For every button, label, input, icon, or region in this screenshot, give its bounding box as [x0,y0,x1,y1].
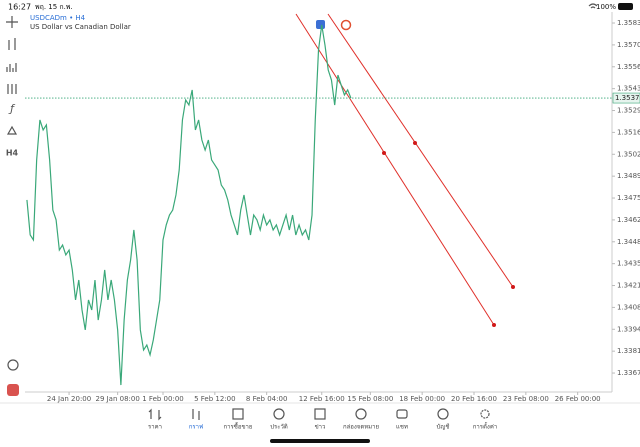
status-date: พฤ. 15 ก.พ. [35,3,73,11]
battery-text: 100% [596,3,616,11]
y-tick-label: 1.34350 [617,260,640,268]
tab-icon[interactable] [355,408,367,420]
tab-icon[interactable] [232,408,244,420]
chart-title: USDCADm • H4 [30,14,86,22]
event-icon[interactable] [340,19,352,31]
trend-handle[interactable] [492,323,496,327]
x-tick-label: 23 Feb 08:00 [503,395,549,403]
tab-icon[interactable] [396,409,408,419]
status-time: 16:27 [8,3,31,12]
y-tick-label: 1.35430 [617,85,640,93]
y-tick-label: 1.34890 [617,172,640,180]
y-tick-label: 1.35160 [617,128,640,136]
y-tick-label: 1.33945 [617,325,640,333]
wifi-icon [588,3,598,9]
x-tick-label: 24 Jan 20:00 [47,395,91,403]
tab-icon[interactable] [437,408,449,420]
trend-line[interactable] [327,13,514,288]
chart-subtitle: US Dollar vs Canadian Dollar [30,23,131,31]
x-tick-label: 1 Feb 00:00 [142,395,183,403]
event-icon[interactable] [316,20,325,29]
tab-label[interactable]: บัญชี [437,423,450,431]
timeframe-button[interactable]: H4 [6,149,19,158]
y-tick-label: 1.35700 [617,41,640,49]
settings-tool[interactable] [7,84,17,94]
tab-icons [148,408,490,421]
objects-tool[interactable] [6,125,18,135]
indicator-tool[interactable]: ƒ [8,102,16,115]
trend-handle[interactable] [413,141,417,145]
trend-handle[interactable] [511,285,515,289]
tab-icon[interactable] [148,408,162,421]
x-tick-label: 8 Feb 04:00 [246,395,287,403]
y-tick-label: 1.33675 [617,369,640,377]
tab-label[interactable]: กล่องจดหมาย [343,424,379,431]
y-tick-label: 1.34755 [617,194,640,202]
battery-icon [618,3,633,10]
trend-handle[interactable] [382,151,386,155]
brand-icon[interactable] [7,384,19,396]
trade-tool[interactable] [7,359,19,371]
trend-line[interactable] [295,13,495,326]
y-tick-label: 1.34215 [617,282,640,290]
price-line [26,24,352,386]
current-price-label: 1.35372 [615,94,640,102]
y-tick-label: 1.35835 [617,19,640,27]
tab-icon[interactable] [314,408,326,420]
y-tick-label: 1.34620 [617,216,640,224]
candles-tool[interactable] [8,38,16,50]
tab-icon[interactable] [192,409,200,420]
tab-label[interactable]: ข่าว [315,424,326,431]
y-tick-label: 1.33810 [617,347,640,355]
x-tick-label: 18 Feb 00:00 [399,395,445,403]
tab-label[interactable]: กราฟ [189,424,203,431]
x-tick-label: 15 Feb 08:00 [347,395,393,403]
crosshair-tool[interactable] [6,16,18,28]
tab-label[interactable]: ราคา [148,424,162,431]
y-tick-label: 1.35295 [617,107,640,115]
tab-label[interactable]: การตั้งค่า [473,421,497,431]
home-indicator [270,439,370,443]
tab-icon[interactable] [273,408,285,420]
y-tick-label: 1.35565 [617,63,640,71]
y-tick-label: 1.34080 [617,303,640,311]
y-tick-label: 1.34485 [617,238,640,246]
volume-tool[interactable] [6,63,17,72]
tab-label[interactable]: ประวัติ [270,424,288,431]
x-tick-label: 20 Feb 16:00 [451,395,497,403]
tab-icon[interactable] [480,409,490,419]
x-tick-label: 29 Jan 08:00 [95,395,139,403]
tab-label[interactable]: แชท [396,424,408,431]
current-price-box [612,92,640,104]
tab-label[interactable]: การซื้อขาย [224,421,253,431]
x-tick-label: 5 Feb 12:00 [194,395,235,403]
x-tick-label: 26 Feb 00:00 [555,395,601,403]
y-tick-label: 1.35025 [617,150,640,158]
left-toolbar: ƒ H4 [6,16,19,396]
x-tick-label: 12 Feb 16:00 [299,395,345,403]
